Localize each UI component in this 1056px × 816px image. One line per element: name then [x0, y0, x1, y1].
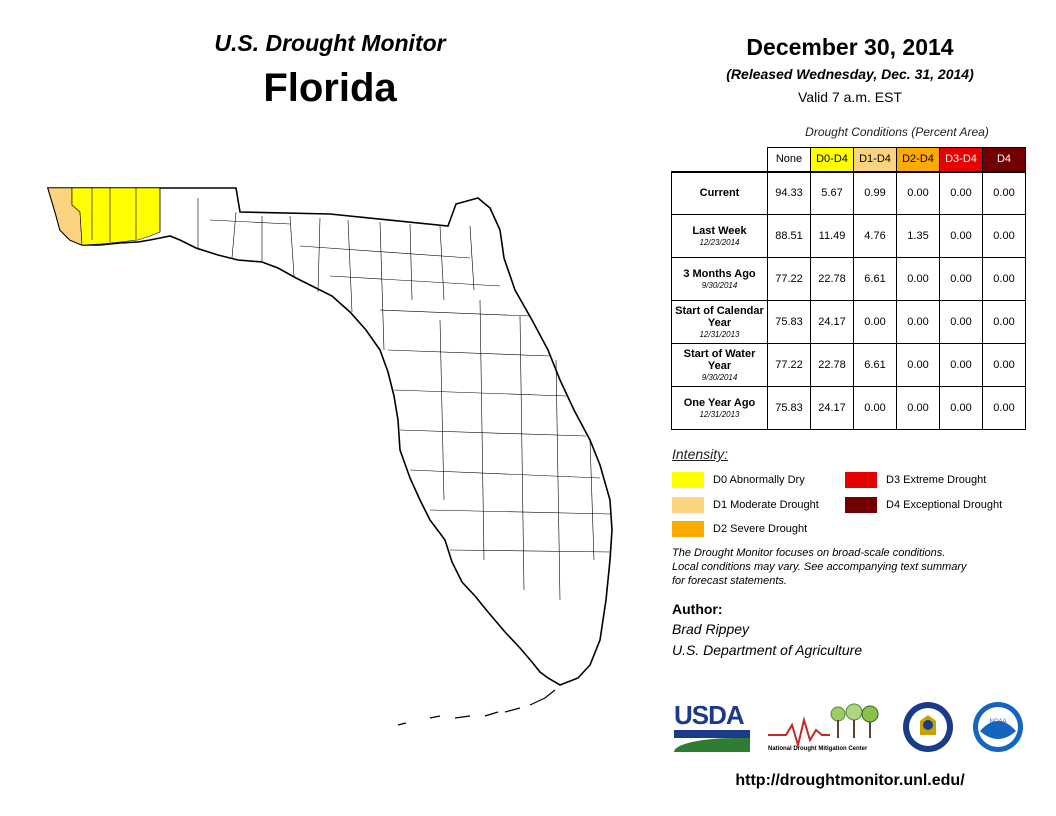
table-corner	[672, 148, 768, 172]
table-cell: 0.99	[853, 170, 897, 215]
release-date: (Released Wednesday, Dec. 31, 2014)	[726, 66, 974, 82]
table-cell: 22.78	[810, 257, 854, 301]
valid-time: Valid 7 a.m. EST	[797, 89, 902, 105]
table-cell: 0.00	[939, 343, 983, 387]
legend-label: D3 Extreme Drought	[886, 474, 987, 486]
table-cell: 77.22	[767, 343, 811, 387]
table-cell: 22.78	[810, 343, 854, 387]
table-cell: 0.00	[982, 170, 1026, 215]
table-cell: 5.67	[810, 170, 854, 215]
row-label: 3 Months Ago 9/30/2014	[671, 257, 768, 301]
col-header-none: None	[767, 147, 811, 172]
legend-title: Intensity:	[672, 446, 729, 462]
table-cell: 0.00	[896, 386, 940, 430]
table-cell: 0.00	[896, 170, 940, 215]
florida-keys	[397, 689, 556, 726]
table-cell: 75.83	[767, 300, 811, 344]
legend-item-d2: D2 Severe Drought	[672, 521, 807, 537]
table-cell: 0.00	[982, 214, 1026, 258]
legend-label: D2 Severe Drought	[713, 523, 808, 535]
map-date: December 30, 2014	[746, 34, 954, 60]
col-header-d4: D4	[982, 147, 1026, 172]
table-cell: 77.22	[767, 257, 811, 301]
table-cell: 0.00	[982, 386, 1026, 430]
table-cell: 4.76	[853, 214, 897, 258]
table-cell: 0.00	[939, 300, 983, 344]
author-label: Author:	[672, 601, 723, 617]
author-name: Brad Rippey	[672, 621, 750, 637]
table-cell: 11.49	[810, 214, 854, 258]
doc-seal-logo	[903, 702, 953, 752]
table-cell: 0.00	[939, 214, 983, 258]
legend-swatch	[845, 472, 877, 488]
svg-text:National Drought Mitigation Ce: National Drought Mitigation Center	[768, 746, 868, 752]
table-cell: 24.17	[810, 300, 854, 344]
legend-item-d1: D1 Moderate Drought	[672, 497, 819, 513]
legend-swatch	[672, 497, 704, 513]
row-label: Current	[671, 170, 768, 215]
row-label: Last Week 12/23/2014	[671, 214, 768, 258]
drought-conditions-table: None D0-D4 D1-D4 D2-D4 D3-D4 D4 Current …	[671, 147, 1026, 430]
col-header-d0-d4: D0-D4	[810, 147, 854, 172]
table-row: Current 94.33 5.67 0.99 0.00 0.00 0.00	[671, 170, 1026, 215]
table-cell: 88.51	[767, 214, 811, 258]
legend-item-d3: D3 Extreme Drought	[845, 472, 986, 488]
legend-swatch	[672, 521, 704, 537]
table-cell: 75.83	[767, 386, 811, 430]
legend-label: D4 Exceptional Drought	[886, 499, 1003, 511]
legend-item-d0: D0 Abnormally Dry	[672, 472, 805, 488]
col-header-d1-d4: D1-D4	[853, 147, 897, 172]
legend-label: D1 Moderate Drought	[713, 499, 819, 511]
table-cell: 0.00	[896, 257, 940, 301]
table-row: Start of Water Year 9/30/2014 77.22 22.78…	[671, 343, 1026, 387]
table-cell: 0.00	[982, 343, 1026, 387]
table-cell: 6.61	[853, 343, 897, 387]
table-cell: 0.00	[853, 386, 897, 430]
website-url[interactable]: http://droughtmonitor.unl.edu/	[735, 772, 965, 789]
col-header-d3-d4: D3-D4	[939, 147, 983, 172]
disclaimer-note: The Drought Monitor focuses on broad-sca…	[672, 547, 967, 587]
table-cell: 0.00	[853, 300, 897, 344]
table-cell: 0.00	[939, 170, 983, 215]
table-cell: 0.00	[896, 300, 940, 344]
usda-logo: USDA	[674, 702, 750, 754]
ndmc-logo: National Drought Mitigation Center	[768, 703, 879, 752]
table-cell: 0.00	[939, 257, 983, 301]
legend-label: D0 Abnormally Dry	[713, 474, 805, 486]
florida-map	[46, 187, 613, 726]
legend-swatch	[845, 497, 877, 513]
table-cell: 0.00	[982, 300, 1026, 344]
row-label: Start of Calendar Year 12/31/2013	[671, 300, 768, 344]
svg-text:NOAA: NOAA	[989, 719, 1006, 725]
table-cell: 0.00	[939, 386, 983, 430]
table-row: Start of Calendar Year 12/31/2013 75.83 2…	[671, 300, 1026, 344]
legend-item-d4: D4 Exceptional Drought	[845, 497, 1002, 513]
conditions-table-title: Drought Conditions (Percent Area)	[805, 125, 989, 139]
table-row: One Year Ago 12/31/2013 75.83 24.17 0.00 …	[671, 386, 1026, 430]
table-cell: 94.33	[767, 170, 811, 215]
col-header-d2-d4: D2-D4	[896, 147, 940, 172]
legend-swatch	[672, 472, 704, 488]
table-row: 3 Months Ago 9/30/2014 77.22 22.78 6.61 0…	[671, 257, 1026, 301]
row-label: One Year Ago 12/31/2013	[671, 386, 768, 430]
table-cell: 0.00	[982, 257, 1026, 301]
product-title: U.S. Drought Monitor	[214, 30, 446, 56]
row-label: Start of Water Year 9/30/2014	[671, 343, 768, 387]
florida-outline	[46, 187, 613, 686]
table-row: Last Week 12/23/2014 88.51 11.49 4.76 1.3…	[671, 214, 1026, 258]
county-lines	[91, 188, 611, 601]
table-cell: 24.17	[810, 386, 854, 430]
d0-abnormally-dry-area	[71, 187, 161, 246]
state-title: Florida	[263, 66, 397, 110]
noaa-logo: NOAA	[973, 702, 1023, 752]
table-cell: 1.35	[896, 214, 940, 258]
author-organization: U.S. Department of Agriculture	[672, 642, 863, 658]
table-cell: 6.61	[853, 257, 897, 301]
table-cell: 0.00	[896, 343, 940, 387]
